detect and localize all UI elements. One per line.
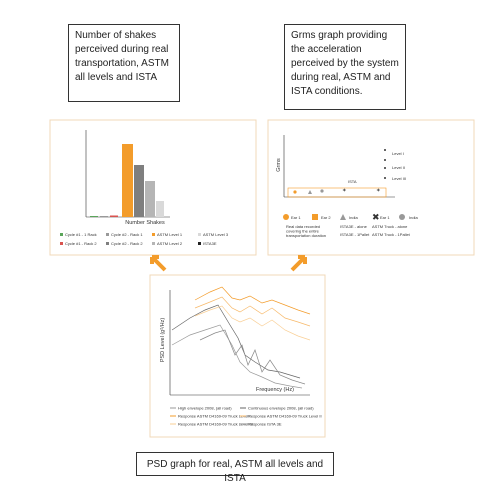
legend-marker — [399, 214, 405, 220]
curve — [194, 305, 311, 341]
legend-swatch — [60, 242, 63, 245]
bar — [145, 181, 155, 217]
bar — [90, 216, 98, 217]
legend-swatch — [198, 242, 201, 245]
axis-label: Number Shakes — [125, 220, 165, 226]
legend-label: Response ISTA 3E — [248, 421, 282, 426]
legend-label: ASTM Level 3 — [203, 232, 229, 237]
curve — [194, 286, 311, 315]
legend-label: Response ASTM D4169-09 Truck Level II — [248, 413, 322, 418]
point: ✶ — [342, 187, 347, 194]
legend-label: Response ASTM D4169-09 Truck Level III — [178, 421, 253, 426]
annotation: Level II — [392, 165, 405, 170]
legend-label: Response ASTM D4169-09 Truck Level I — [178, 413, 250, 418]
curve — [199, 329, 306, 385]
curve — [171, 324, 303, 389]
curve — [194, 296, 311, 327]
curve — [171, 304, 301, 379]
point: ✶ — [376, 187, 381, 194]
legend-label: Ear 2 — [321, 215, 331, 220]
legend-label: Continuous envelope 2008, (all road) — [248, 405, 314, 410]
legend-marker — [312, 214, 318, 220]
annotation: Level I — [392, 151, 404, 156]
legend-label: India — [349, 215, 358, 220]
bar — [110, 215, 118, 217]
legend-label: Cycle #1 - 1 Rack — [65, 232, 97, 237]
legend-note: ASTM Truck - 1Pallet — [372, 232, 411, 237]
axis-label: PSD Level (g²/Hz) — [160, 318, 166, 362]
legend-swatch — [106, 233, 109, 236]
legend-note: Real data recorded covering the entire tra… — [286, 224, 326, 238]
legend-label: Ear 1 — [291, 215, 301, 220]
legend-label: Cycle #2 - Rack 2 — [111, 241, 143, 246]
annotation: ISTA — [348, 179, 357, 184]
legend-note: ASTM Truck - alone — [372, 224, 408, 229]
callout: Number of shakes perceived during real t… — [68, 24, 180, 102]
legend-note: ISTA3E - alone — [340, 224, 368, 229]
bar — [156, 201, 164, 217]
axis-label: Grms — [276, 158, 282, 172]
point — [293, 190, 297, 194]
point — [384, 167, 386, 169]
legend-swatch — [60, 233, 63, 236]
highlight — [287, 187, 387, 198]
bar — [134, 165, 144, 217]
diagram: Number Shakes Cycle #1 - 1 Rack Cycle #2 … — [49, 119, 475, 438]
bar — [100, 216, 108, 217]
legend-swatch — [198, 233, 201, 236]
arrow — [290, 255, 307, 272]
bar — [122, 144, 133, 217]
point — [320, 189, 324, 193]
legend-marker: ✖ — [372, 212, 380, 222]
callout: Grms graph providing the acceleration pe… — [284, 24, 406, 110]
legend-label: Ear 1 — [380, 215, 390, 220]
point — [384, 149, 386, 151]
point — [384, 177, 386, 179]
legend-label: ISTA3E — [203, 241, 217, 246]
legend-label: Cycle #2 - Rack 1 — [111, 232, 143, 237]
legend-label: Cycle #1 - Rack 2 — [65, 241, 97, 246]
legend-label: ASTM Level 1 — [157, 232, 183, 237]
legend-label: High envelope 2008, (all road) — [178, 405, 232, 410]
legend-label: ASTM Level 2 — [157, 241, 183, 246]
legend-marker — [340, 214, 346, 220]
callout: PSD graph for real, ASTM all levels and … — [136, 452, 334, 484]
point — [384, 159, 386, 161]
legend-swatch — [106, 242, 109, 245]
legend-swatch — [152, 233, 155, 236]
legend-label: India — [409, 215, 418, 220]
annotation: Level III — [392, 176, 406, 181]
legend-swatch — [152, 242, 155, 245]
point — [308, 190, 312, 194]
arrow — [150, 255, 167, 272]
legend-marker — [283, 214, 289, 220]
axis-label: Frequency (Hz) — [256, 387, 294, 393]
panel — [267, 119, 475, 256]
legend-note: ISTA3E - 1Pallet — [340, 232, 370, 237]
